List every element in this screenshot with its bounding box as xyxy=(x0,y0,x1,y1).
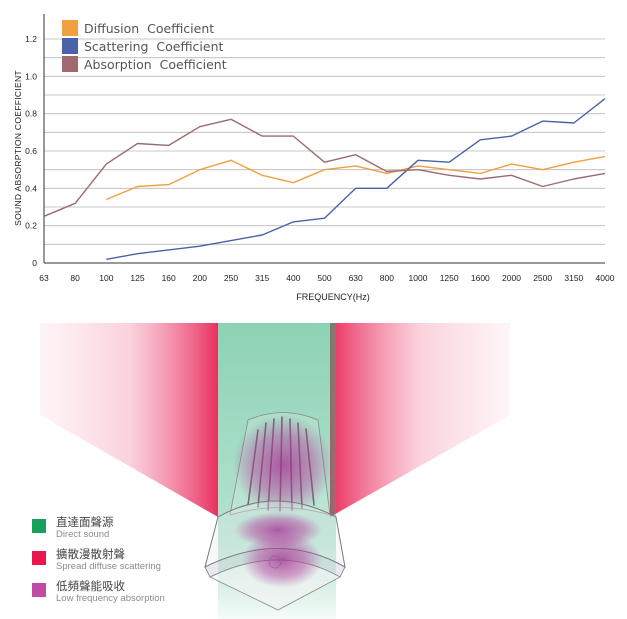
acoustic-diagram xyxy=(40,323,510,619)
y-tick-label: 1.2 xyxy=(25,34,37,44)
y-tick-labels: 0 0.2 0.4 0.6 0.8 1.0 1.2 xyxy=(25,34,37,268)
x-tick-label: 630 xyxy=(349,273,363,283)
series-line-1 xyxy=(106,155,606,201)
x-tick-label: 1250 xyxy=(440,273,459,283)
x-tick-label: 160 xyxy=(162,273,176,283)
chart-legend: Diffusion Coefficient Scattering Coeffici… xyxy=(62,20,227,72)
y-tick-label: 0.4 xyxy=(25,183,37,193)
x-axis-title: FREQUENCY(Hz) xyxy=(296,292,370,302)
legend-swatch-scatter xyxy=(32,551,46,565)
series-lines xyxy=(43,98,606,260)
x-tick-label: 400 xyxy=(286,273,300,283)
diffuser-panel xyxy=(204,412,346,611)
series-line-3 xyxy=(43,118,606,217)
x-tick-label: 200 xyxy=(193,273,207,283)
legend-en-direct: Direct sound xyxy=(56,529,110,540)
legend-swatch-direct xyxy=(32,519,46,533)
legend-swatch-absorb xyxy=(32,583,46,597)
legend-swatch xyxy=(62,20,78,36)
x-tick-label: 2000 xyxy=(502,273,521,283)
x-tick-label: 63 xyxy=(39,273,49,283)
legend-label: Diffusion Coefficient xyxy=(84,21,214,36)
legend-en-absorb: Low frequency absorption xyxy=(56,593,165,604)
x-tick-labels: 63 80 100 125 160 200 250 315 400 500 630 800 1000 12… xyxy=(39,273,614,283)
y-tick-label: 0.6 xyxy=(25,146,37,156)
x-tick-label: 2500 xyxy=(533,273,552,283)
x-tick-label: 3150 xyxy=(564,273,583,283)
scatter-fan-right xyxy=(330,323,510,517)
x-tick-label: 1600 xyxy=(471,273,490,283)
legend-zh-absorb: 低頻聲能吸收 xyxy=(56,579,125,593)
legend-en-scatter: Spread diffuse scattering xyxy=(56,561,161,572)
x-tick-label: 315 xyxy=(255,273,269,283)
x-tick-label: 250 xyxy=(224,273,238,283)
y-tick-label: 0.8 xyxy=(25,109,37,119)
legend-label: Absorption Coefficient xyxy=(84,57,227,72)
x-tick-label: 100 xyxy=(99,273,113,283)
y-axis-title: SOUND ABSORPTION COEFFICIENT xyxy=(13,70,23,226)
legend-zh-direct: 直達面聲源 xyxy=(56,515,114,529)
scatter-fan-left xyxy=(40,323,218,517)
axes xyxy=(43,14,605,264)
legend-swatch xyxy=(62,56,78,72)
y-tick-label: 0.2 xyxy=(25,221,37,231)
legend-zh-scatter: 擴散漫散射聲 xyxy=(56,547,125,561)
series-line-2 xyxy=(106,98,606,260)
x-tick-label: 125 xyxy=(130,273,144,283)
frequency-chart: 0 0.2 0.4 0.6 0.8 1.0 1.2 63 80 100 125 160 200 250 3… xyxy=(13,14,615,302)
y-tick-label: 1.0 xyxy=(25,71,37,81)
legend-swatch xyxy=(62,38,78,54)
x-tick-label: 500 xyxy=(317,273,331,283)
y-tick-label: 0 xyxy=(32,258,37,268)
x-tick-label: 1000 xyxy=(409,273,428,283)
x-tick-label: 4000 xyxy=(596,273,615,283)
x-tick-label: 80 xyxy=(70,273,80,283)
x-tick-label: 800 xyxy=(380,273,394,283)
legend-label: Scattering Coefficient xyxy=(84,39,223,54)
